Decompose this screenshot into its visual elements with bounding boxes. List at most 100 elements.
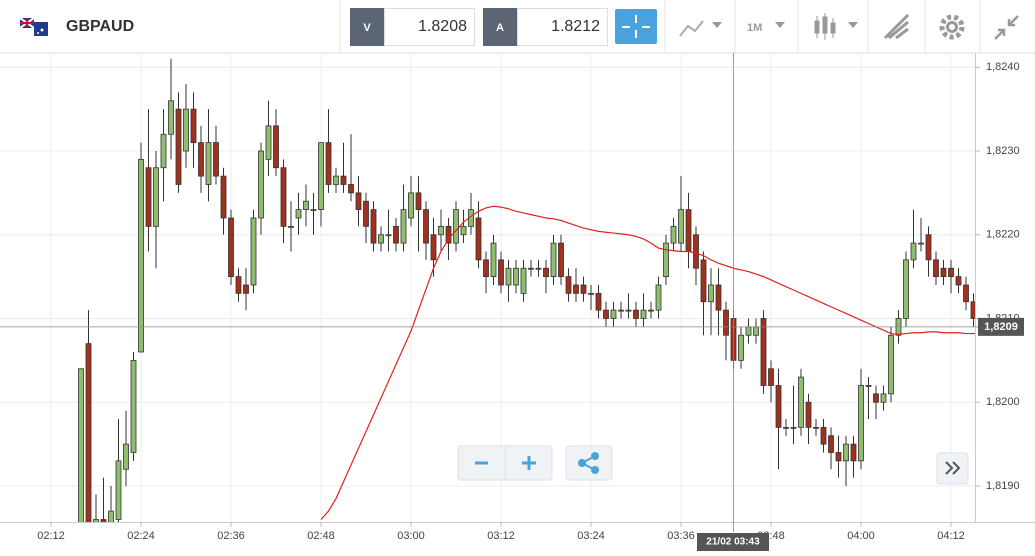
plot-area <box>78 58 975 522</box>
candle-body <box>715 284 722 311</box>
y-tick-label: 1,8240 <box>986 61 1020 73</box>
candle-body <box>250 217 257 286</box>
candle-body <box>423 209 429 244</box>
candle-body <box>93 519 99 522</box>
candle-body <box>685 209 692 252</box>
candle-body <box>820 426 827 445</box>
candle-body <box>550 242 557 278</box>
x-tick-label: 02:24 <box>127 530 155 542</box>
candle-body <box>520 267 527 294</box>
bid-label: V <box>363 22 371 34</box>
candle-body <box>843 443 849 462</box>
share-button[interactable] <box>565 445 613 481</box>
candle-body <box>513 267 519 286</box>
bid-button[interactable] <box>350 8 384 46</box>
candle-body <box>783 426 789 429</box>
candle-body <box>760 318 767 386</box>
candle-body <box>318 142 324 211</box>
candle-body <box>670 225 677 244</box>
settings-button[interactable] <box>939 14 965 40</box>
candle-body <box>273 125 279 169</box>
candle-body <box>280 167 287 227</box>
candle-body <box>640 309 647 319</box>
crosshair-time-box <box>697 533 769 551</box>
candle-body <box>153 167 159 227</box>
crosshair-button[interactable] <box>615 9 657 44</box>
candle-body <box>385 234 392 237</box>
drawing-button[interactable] <box>883 13 910 40</box>
candle-body <box>213 142 219 177</box>
crosshair-price-box <box>978 317 1024 336</box>
candle-body <box>363 200 369 227</box>
symbol: GBPAUD <box>66 18 134 35</box>
dropdown-icon <box>712 22 722 28</box>
candle-body <box>85 343 92 522</box>
candle-body <box>205 142 212 185</box>
crosshair-icon <box>622 15 650 38</box>
timeframe-button[interactable]: 1M <box>747 22 762 34</box>
candle-body <box>475 217 482 261</box>
share-icon <box>578 452 599 474</box>
candle-body <box>813 426 819 429</box>
candle-body <box>258 150 264 219</box>
candle-body <box>918 242 924 245</box>
y-tick-label: 1,8200 <box>986 396 1020 408</box>
candle-body <box>565 276 572 294</box>
candle-body <box>588 292 594 295</box>
candle-body <box>528 267 534 270</box>
candle-style-button[interactable] <box>814 13 836 40</box>
candle-body <box>633 309 639 319</box>
candle-body <box>835 452 842 462</box>
candle-body <box>580 284 587 294</box>
candle-body <box>505 267 512 286</box>
candle-body <box>880 393 887 403</box>
candle-body <box>220 175 227 219</box>
x-tick-label: 02:12 <box>37 530 65 542</box>
candle-body <box>558 242 564 278</box>
candle-body <box>775 385 782 428</box>
zoom-in-button[interactable] <box>522 456 536 470</box>
candle-body <box>948 267 954 278</box>
candle-body <box>490 242 497 278</box>
candle-body <box>738 334 744 361</box>
crosshair-price-label: 1,8209 <box>984 321 1018 333</box>
candle-body <box>610 309 617 319</box>
x-tick-label: 03:00 <box>397 530 425 542</box>
candle-body <box>678 209 684 244</box>
chart-type-button[interactable] <box>679 20 704 37</box>
candle-body <box>243 284 249 294</box>
candle-body <box>768 368 774 386</box>
candle-body <box>130 359 137 453</box>
candle-body <box>543 267 549 278</box>
candle-body <box>168 100 174 135</box>
candle-body <box>850 443 857 462</box>
minimize-button[interactable] <box>994 15 1019 40</box>
candle-body <box>393 225 399 244</box>
x-tick-label: 03:36 <box>667 530 695 542</box>
candle-body <box>828 435 834 453</box>
bid-price: 1.8208 <box>418 18 467 35</box>
candle-body <box>100 519 107 522</box>
x-tick-label: 04:12 <box>937 530 965 542</box>
candle-body <box>175 108 182 185</box>
candle-body <box>625 309 632 312</box>
candle-body <box>123 443 129 470</box>
candle-body <box>940 267 947 278</box>
candle-body <box>288 225 294 228</box>
x-tick-label: 02:48 <box>307 530 335 542</box>
candle-body <box>535 267 542 270</box>
ask-button[interactable] <box>483 8 517 46</box>
candle-body <box>693 234 699 269</box>
scroll-icon <box>945 461 961 475</box>
candle-body <box>933 259 939 278</box>
candle-body <box>910 242 917 261</box>
candle-body <box>618 309 624 312</box>
flag-icon <box>19 17 48 36</box>
candle-body <box>483 259 489 278</box>
candle-body <box>595 292 602 311</box>
candle-body <box>295 209 302 219</box>
candle-body <box>145 167 152 227</box>
dropdown-icon <box>775 22 785 28</box>
